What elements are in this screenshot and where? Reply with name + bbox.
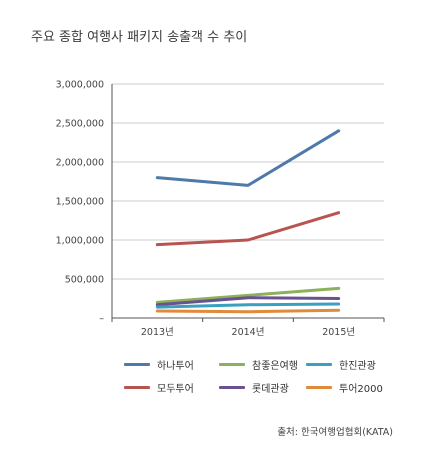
y-tick-label: 500,000 [65, 275, 104, 286]
x-tick-label: 2014년 [232, 327, 265, 338]
series-line [155, 211, 341, 247]
axes [111, 84, 385, 322]
series-lines [155, 129, 341, 314]
legend-swatch [219, 362, 245, 366]
legend-label: 롯데관광 [252, 383, 289, 395]
legend-item: 하나투어 [124, 357, 194, 372]
legend-swatch [306, 362, 332, 366]
legend-swatch [219, 385, 245, 389]
series-line [155, 129, 341, 187]
legend-item: 한진관광 [306, 357, 376, 372]
source-note: 출처: 한국여행업협회(KATA) [277, 427, 393, 438]
legend-item: 모두투어 [124, 380, 194, 395]
y-tick-label: 2,000,000 [56, 158, 104, 169]
legend-swatch [124, 385, 150, 389]
y-tick-label: – [99, 314, 104, 325]
legend-label: 모두투어 [157, 383, 194, 395]
legend-label: 하나투어 [157, 360, 194, 372]
tick-labels: – 500,000 1,000,000 1,500,000 2,000,000 2,500… [56, 80, 355, 339]
legend-label: 참좋은여행 [252, 360, 298, 372]
x-tick-label: 2015년 [322, 327, 355, 338]
legend-label: 한진관광 [339, 360, 376, 372]
series-line [155, 296, 341, 307]
x-tick-label: 2013년 [141, 327, 174, 338]
legend-item: 참좋은여행 [219, 357, 298, 372]
series-line [155, 308, 341, 314]
legend-item: 투어2000 [306, 380, 383, 395]
line-chart: – 500,000 1,000,000 1,500,000 2,000,000 2,500… [56, 80, 385, 339]
series-line [155, 302, 341, 309]
y-tick-label: 1,500,000 [56, 197, 104, 208]
legend-label: 투어2000 [339, 383, 383, 395]
legend-item: 롯데관광 [219, 380, 289, 395]
series-line [155, 286, 341, 304]
legend-swatch [306, 385, 332, 389]
chart-title: 주요 종합 여행사 패키지 송출객 수 추이 [31, 30, 248, 45]
grid-lines [112, 83, 384, 280]
y-tick-label: 2,500,000 [56, 119, 104, 130]
y-tick-label: 3,000,000 [56, 80, 104, 91]
legend-swatch [124, 362, 150, 366]
y-tick-label: 1,000,000 [56, 236, 104, 247]
